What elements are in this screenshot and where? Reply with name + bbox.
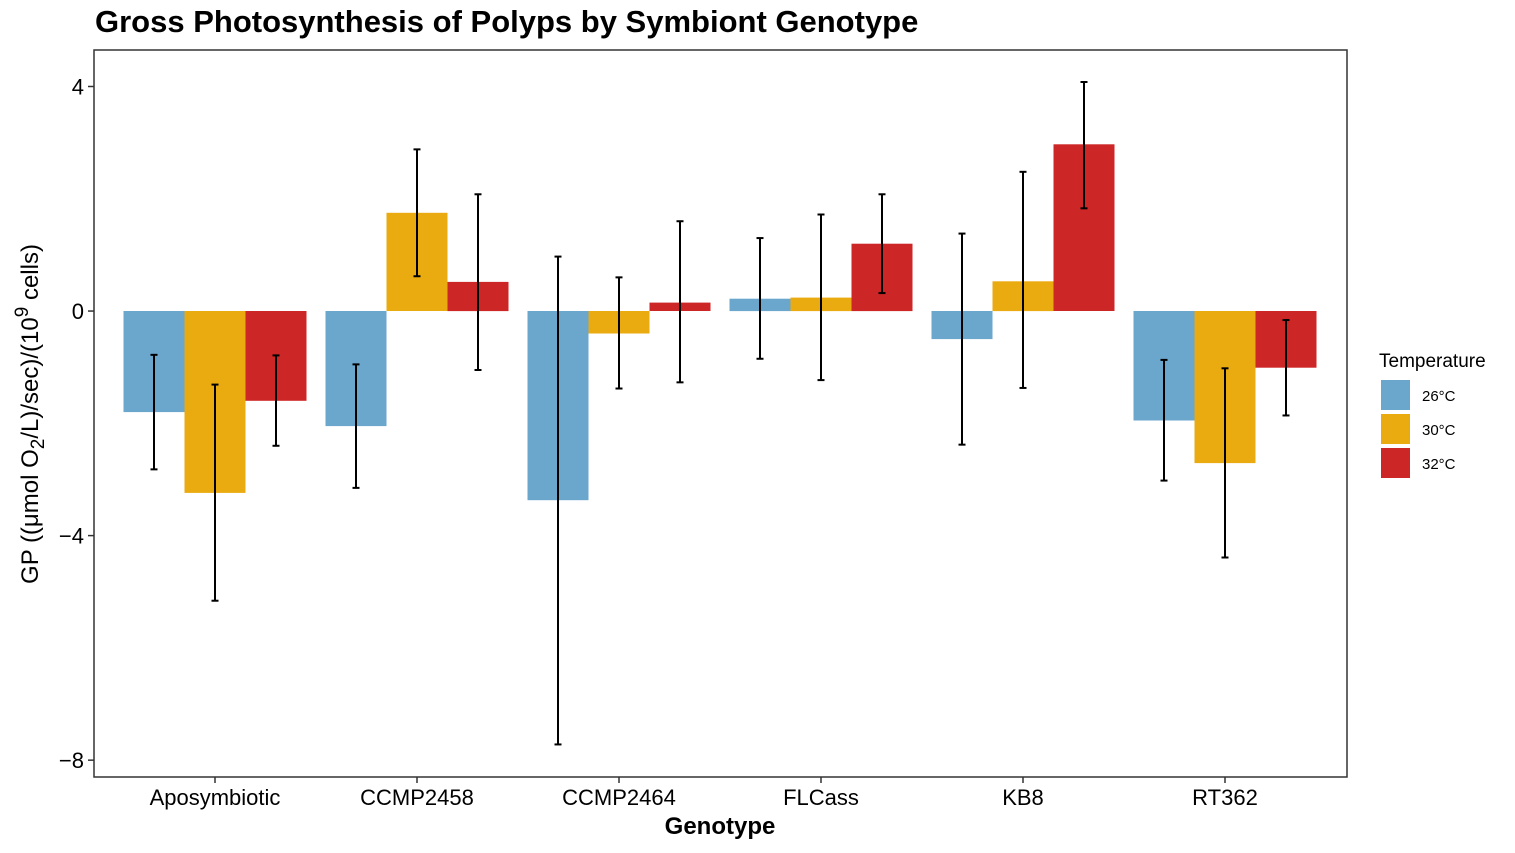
error-bar-kb8-0	[958, 232, 966, 446]
legend-key-1	[1381, 414, 1410, 444]
error-bar-ccmp2458-1	[413, 148, 421, 278]
y-axis-title-o2-subscript: 2	[28, 439, 49, 450]
error-bar-kb8-1	[1019, 170, 1027, 389]
x-tick-label: KB8	[1002, 785, 1044, 810]
y-tick-label: −8	[59, 748, 84, 773]
error-bar-ccmp2458-2	[474, 193, 482, 371]
error-bar-ccmp2464-1	[615, 276, 623, 390]
error-bar-ccmp2464-0	[554, 255, 562, 746]
y-tick-label: 0	[72, 299, 84, 324]
y-axis-title-prefix: GP ((μmol O	[17, 449, 44, 584]
error-bar-aposymbiotic-0	[150, 353, 158, 471]
y-axis-title-suffix: cells)	[17, 244, 44, 307]
y-tick-label: 4	[72, 74, 84, 99]
x-tick-label: FLCass	[783, 785, 859, 810]
legend-title: Temperature	[1379, 351, 1486, 372]
legend-label-0: 26°C	[1422, 388, 1456, 405]
error-bar-flcass-0	[756, 237, 764, 360]
y-axis-title: GP ((μmol O2/L)/sec)/(109 cells)	[12, 244, 49, 584]
error-bars-layer	[150, 80, 1290, 746]
error-bar-kb8-2	[1080, 80, 1088, 210]
legend-key-0	[1381, 380, 1410, 410]
chart-title: Gross Photosynthesis of Polyps by Symbio…	[95, 4, 918, 39]
error-bar-aposymbiotic-2	[272, 354, 280, 447]
error-bar-ccmp2464-2	[676, 220, 684, 384]
legend-label-1: 30°C	[1422, 422, 1456, 439]
legend-items: 26°C 30°C 32°C	[1381, 380, 1456, 478]
y-axis: 4 0 −4 −8	[59, 74, 94, 773]
legend-label-2: 32°C	[1422, 456, 1456, 473]
error-bar-aposymbiotic-1	[211, 383, 219, 602]
x-tick-label: CCMP2458	[360, 785, 474, 810]
error-bar-flcass-1	[817, 213, 825, 382]
legend-key-2	[1381, 448, 1410, 478]
error-bar-flcass-2	[878, 193, 886, 295]
x-tick-label: RT362	[1192, 785, 1258, 810]
y-axis-title-middle: /L)/sec)/(10	[17, 317, 44, 438]
legend: Temperature 26°C 30°C 32°C	[1379, 351, 1486, 478]
x-tick-label: CCMP2464	[562, 785, 676, 810]
x-axis: Aposymbiotic CCMP2458 CCMP2464 FLCass KB8 RT3…	[150, 777, 1258, 810]
y-tick-label: −4	[59, 524, 84, 549]
error-bar-rt362-0	[1160, 358, 1168, 482]
x-tick-label: Aposymbiotic	[150, 785, 281, 810]
error-bar-ccmp2458-0	[352, 363, 360, 489]
x-axis-title: Genotype	[665, 813, 776, 840]
y-axis-title-cells-superscript: 9	[12, 307, 33, 318]
error-bar-rt362-1	[1221, 367, 1229, 559]
error-bar-rt362-2	[1282, 319, 1290, 417]
